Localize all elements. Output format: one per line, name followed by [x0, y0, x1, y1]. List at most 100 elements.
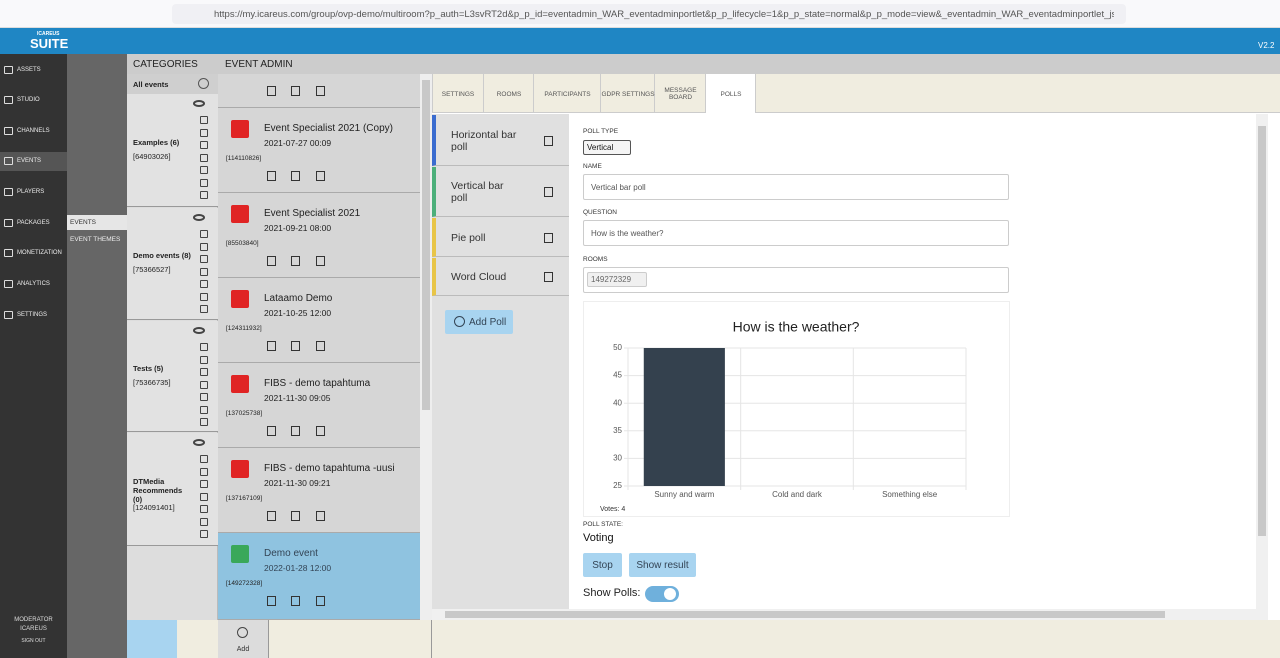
all-events-row[interactable] [127, 74, 218, 94]
scroll-thumb[interactable] [422, 80, 430, 410]
action-icon[interactable] [291, 341, 300, 351]
category[interactable] [127, 321, 218, 432]
action-icon[interactable] [291, 256, 300, 266]
event-name[interactable]: Demo event [264, 548, 318, 559]
poll[interactable] [432, 115, 569, 166]
event[interactable] [218, 193, 420, 278]
eye-icon[interactable] [193, 327, 205, 334]
stop[interactable]: Stop [592, 560, 613, 571]
event-name[interactable]: Event Specialist 2021 (Copy) [264, 123, 393, 134]
action-icon[interactable] [316, 511, 325, 521]
add-icon[interactable] [237, 627, 248, 638]
delete-icon[interactable] [544, 187, 553, 197]
nav-item[interactable]: MONETIZATION [17, 250, 62, 256]
tab[interactable] [484, 74, 534, 113]
action-icon[interactable] [200, 455, 208, 463]
poll-name[interactable]: Vertical bar poll [591, 183, 646, 192]
collapse-button[interactable] [127, 620, 177, 658]
url-bar[interactable] [172, 4, 1126, 24]
poll-type[interactable]: Vertical [587, 143, 614, 152]
tab-label[interactable]: PARTICIPANTS [544, 90, 591, 98]
add-icon[interactable] [454, 316, 465, 327]
tab[interactable] [432, 74, 484, 113]
event-name[interactable]: FIBS - demo tapahtuma [264, 378, 371, 389]
poll-name[interactable]: Word Cloud [451, 271, 507, 283]
nav-item[interactable]: STUDIO [17, 97, 40, 103]
action-icon[interactable] [200, 166, 208, 174]
action-icon[interactable] [316, 426, 325, 436]
scroll-thumb[interactable] [1258, 126, 1266, 536]
input[interactable] [583, 174, 1009, 200]
action-icon[interactable] [200, 380, 208, 389]
tab-label[interactable]: ROOMS [496, 90, 522, 98]
nav-item[interactable]: EVENTS [17, 158, 42, 164]
action-icon[interactable] [200, 230, 208, 238]
action-icon[interactable] [267, 86, 276, 96]
action-icon[interactable] [267, 596, 276, 606]
poll[interactable] [432, 218, 569, 257]
action-icon[interactable] [200, 191, 208, 199]
sign-out[interactable]: SIGN OUT [21, 638, 46, 644]
input[interactable] [583, 220, 1009, 246]
action-icon[interactable] [200, 267, 208, 276]
category-name[interactable]: Examples (6) [133, 137, 180, 147]
room-chip[interactable] [587, 272, 647, 287]
delete-icon[interactable] [544, 135, 553, 146]
action-icon[interactable] [291, 596, 300, 606]
action-icon[interactable] [200, 305, 208, 313]
poll-name[interactable]: Pie poll [451, 231, 486, 244]
action-icon[interactable] [200, 141, 208, 149]
question[interactable]: How is the weather? [591, 229, 664, 238]
tab-label[interactable]: GDPR SETTINGS [601, 90, 655, 98]
add-event[interactable] [218, 620, 268, 658]
poll[interactable] [432, 258, 569, 296]
add-icon[interactable] [198, 78, 209, 89]
action-icon[interactable] [200, 153, 208, 162]
show-result-button[interactable] [629, 553, 696, 577]
event[interactable] [218, 108, 420, 193]
action-icon[interactable] [291, 511, 300, 521]
action-icon[interactable] [200, 255, 208, 263]
action-icon[interactable] [200, 343, 208, 351]
event[interactable] [218, 448, 420, 533]
add-label[interactable]: Add [236, 646, 250, 653]
action-icon[interactable] [291, 171, 300, 181]
event-name[interactable]: FIBS - demo tapahtuma -uusi [264, 463, 395, 474]
action-icon[interactable] [200, 128, 208, 137]
action-icon[interactable] [200, 355, 208, 364]
tab-label[interactable]: SETTINGS [441, 90, 475, 98]
delete-icon[interactable] [544, 272, 553, 282]
nav-item[interactable]: PLAYERS [17, 189, 45, 195]
event-name[interactable]: Event Specialist 2021 [264, 208, 361, 219]
action-icon[interactable] [200, 418, 208, 426]
tab-label[interactable]: POLLS [720, 90, 742, 98]
action-icon[interactable] [200, 505, 208, 513]
nav-item[interactable]: SETTINGS [17, 312, 48, 318]
category[interactable] [127, 208, 218, 320]
input[interactable] [583, 267, 1009, 293]
category[interactable] [127, 433, 218, 546]
action-icon[interactable] [316, 256, 325, 266]
action-icon[interactable] [200, 393, 208, 401]
poll[interactable] [432, 167, 569, 217]
action-icon[interactable] [267, 171, 276, 181]
action-icon[interactable] [200, 530, 208, 538]
action-icon[interactable] [291, 86, 300, 96]
stop-button[interactable] [583, 553, 622, 577]
category[interactable] [127, 94, 218, 207]
action-icon[interactable] [200, 405, 208, 414]
toggle-knob[interactable] [664, 588, 676, 600]
action-icon[interactable] [316, 341, 325, 351]
action-icon[interactable] [200, 178, 208, 187]
eye-icon[interactable] [193, 214, 205, 221]
action-icon[interactable] [200, 517, 208, 526]
action-icon[interactable] [200, 368, 208, 376]
add-poll[interactable]: Add Poll [469, 317, 507, 328]
action-icon[interactable] [200, 292, 208, 301]
subnav-item[interactable]: EVENT THEMES [70, 236, 121, 243]
action-icon[interactable] [316, 596, 325, 606]
category-name[interactable]: DTMedia Recommends (0) [133, 476, 183, 504]
action-icon[interactable] [200, 280, 208, 288]
eye-icon[interactable] [193, 100, 205, 107]
all-events[interactable]: All events [133, 80, 169, 89]
